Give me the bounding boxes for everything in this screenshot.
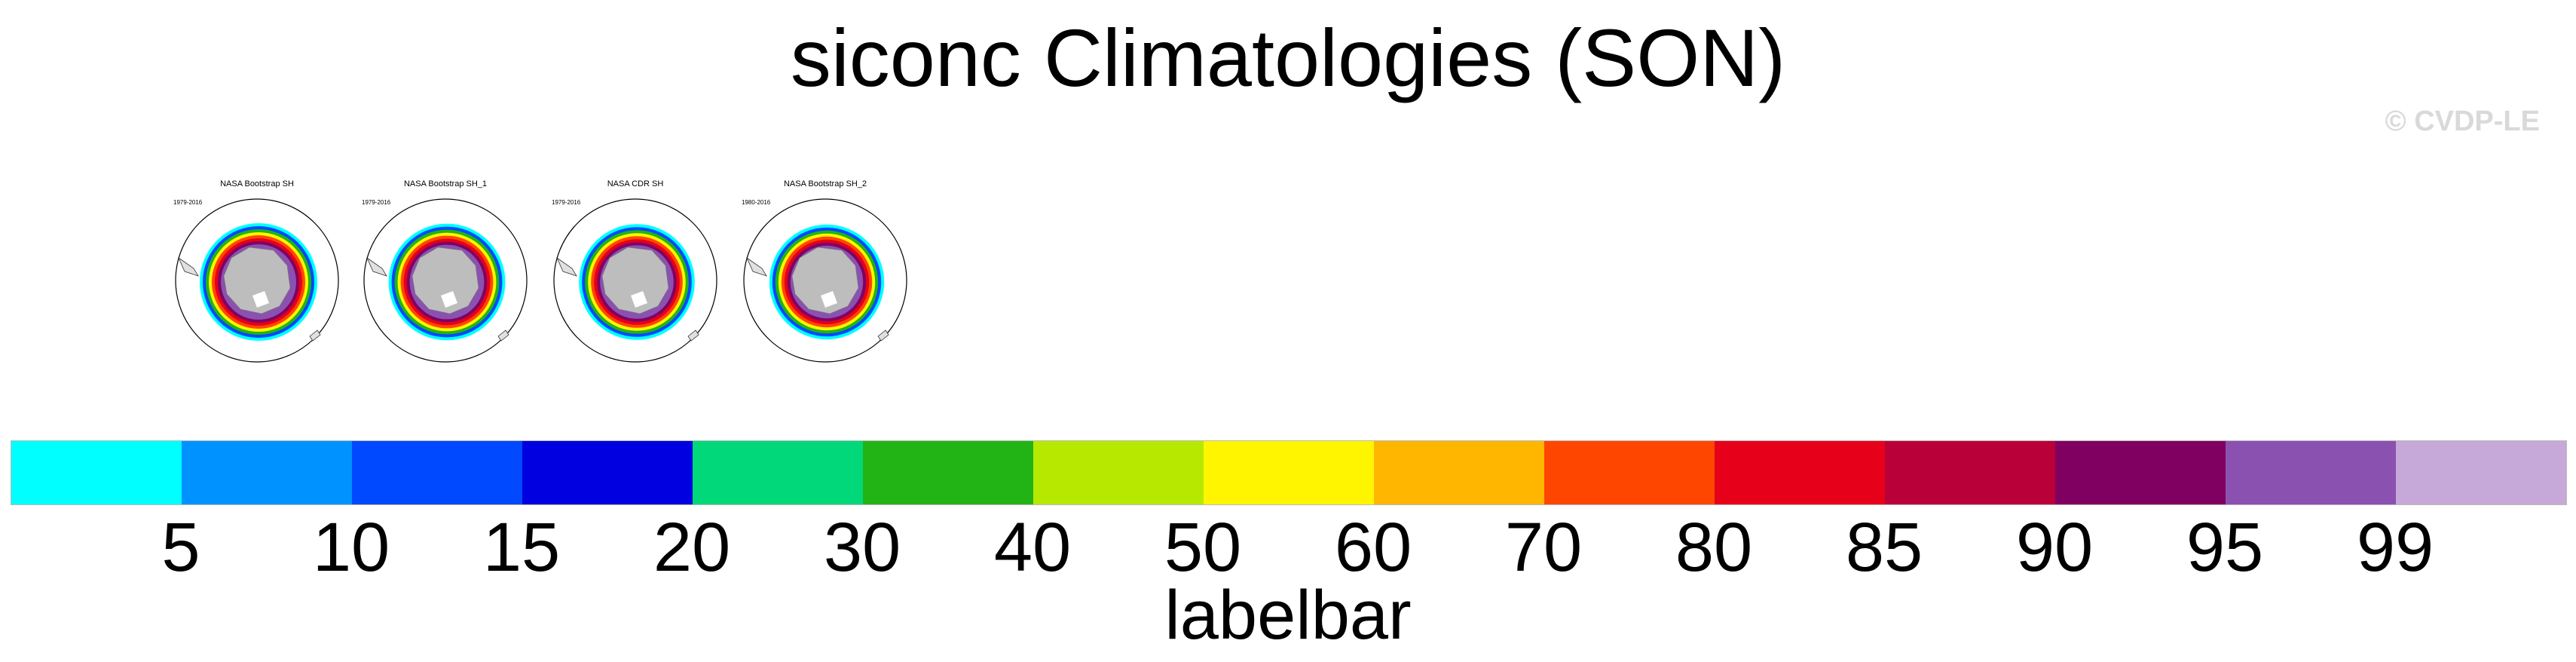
labelbar-swatch bbox=[11, 441, 182, 504]
labelbar-tick-label: 10 bbox=[312, 509, 390, 586]
labelbar-swatch bbox=[1544, 441, 1715, 504]
labelbar-tick-label: 99 bbox=[2356, 509, 2434, 586]
labelbar-tick-label: 40 bbox=[993, 509, 1072, 586]
antarctica-landmass bbox=[411, 247, 479, 314]
polar-map bbox=[743, 198, 907, 363]
panel-years: 1979-2016 bbox=[552, 199, 581, 206]
antarctica-landmass bbox=[223, 247, 291, 314]
labelbar-swatch bbox=[522, 441, 693, 504]
labelbar-swatch bbox=[2396, 441, 2566, 504]
labelbar-tick-label: 90 bbox=[2015, 509, 2094, 586]
labelbar-swatch bbox=[182, 441, 352, 504]
watermark: © CVDP-LE bbox=[2385, 106, 2540, 137]
labelbar-tick-label: 30 bbox=[823, 509, 901, 586]
labelbar-swatch bbox=[1204, 441, 1374, 504]
map-panel: NASA CDR SH 1979-2016 bbox=[541, 175, 730, 371]
panel-years: 1980-2016 bbox=[742, 199, 771, 206]
labelbar-tick-label: 95 bbox=[2186, 509, 2264, 586]
polar-map bbox=[175, 198, 339, 363]
labelbar-title: labelbar bbox=[1164, 577, 1412, 654]
labelbar-swatch bbox=[2226, 441, 2396, 504]
map-panel: NASA Bootstrap SH 1979-2016 bbox=[163, 175, 351, 371]
labelbar-swatch bbox=[1033, 441, 1204, 504]
labelbar-swatch bbox=[1715, 441, 1885, 504]
panel-title: NASA Bootstrap SH_2 bbox=[783, 179, 867, 188]
labelbar-swatch bbox=[2055, 441, 2226, 504]
labelbar-tick-label: 70 bbox=[1504, 509, 1583, 586]
polar-map bbox=[363, 198, 528, 363]
labelbar-tick-label: 5 bbox=[161, 509, 200, 586]
map-panel: NASA Bootstrap SH_2 1980-2016 bbox=[731, 175, 919, 371]
antarctica-landmass bbox=[601, 247, 669, 314]
panel-years: 1979-2016 bbox=[362, 199, 391, 206]
panel-title: NASA Bootstrap SH_1 bbox=[403, 179, 488, 188]
labelbar-swatch bbox=[863, 441, 1033, 504]
labelbar-tick-label: 80 bbox=[1675, 509, 1753, 586]
map-panel: NASA Bootstrap SH_1 1979-2016 bbox=[351, 175, 540, 371]
labelbar-tick-label: 50 bbox=[1164, 509, 1242, 586]
antarctica-landmass bbox=[791, 247, 859, 314]
labelbar bbox=[11, 440, 2567, 505]
polar-map bbox=[553, 198, 717, 363]
chart-title: siconc Climatologies (SON) bbox=[790, 12, 1786, 103]
labelbar-tick-label: 85 bbox=[1845, 509, 1923, 586]
labelbar-swatch bbox=[1885, 441, 2055, 504]
labelbar-swatch bbox=[693, 441, 863, 504]
labelbar-tick-label: 60 bbox=[1334, 509, 1412, 586]
labelbar-tick-label: 15 bbox=[482, 509, 561, 586]
panel-title: NASA Bootstrap SH bbox=[220, 179, 294, 188]
panel-title: NASA CDR SH bbox=[607, 179, 664, 188]
labelbar-swatch bbox=[352, 441, 522, 504]
labelbar-swatch bbox=[1374, 441, 1544, 504]
panel-years: 1979-2016 bbox=[173, 199, 203, 206]
labelbar-tick-label: 20 bbox=[653, 509, 731, 586]
